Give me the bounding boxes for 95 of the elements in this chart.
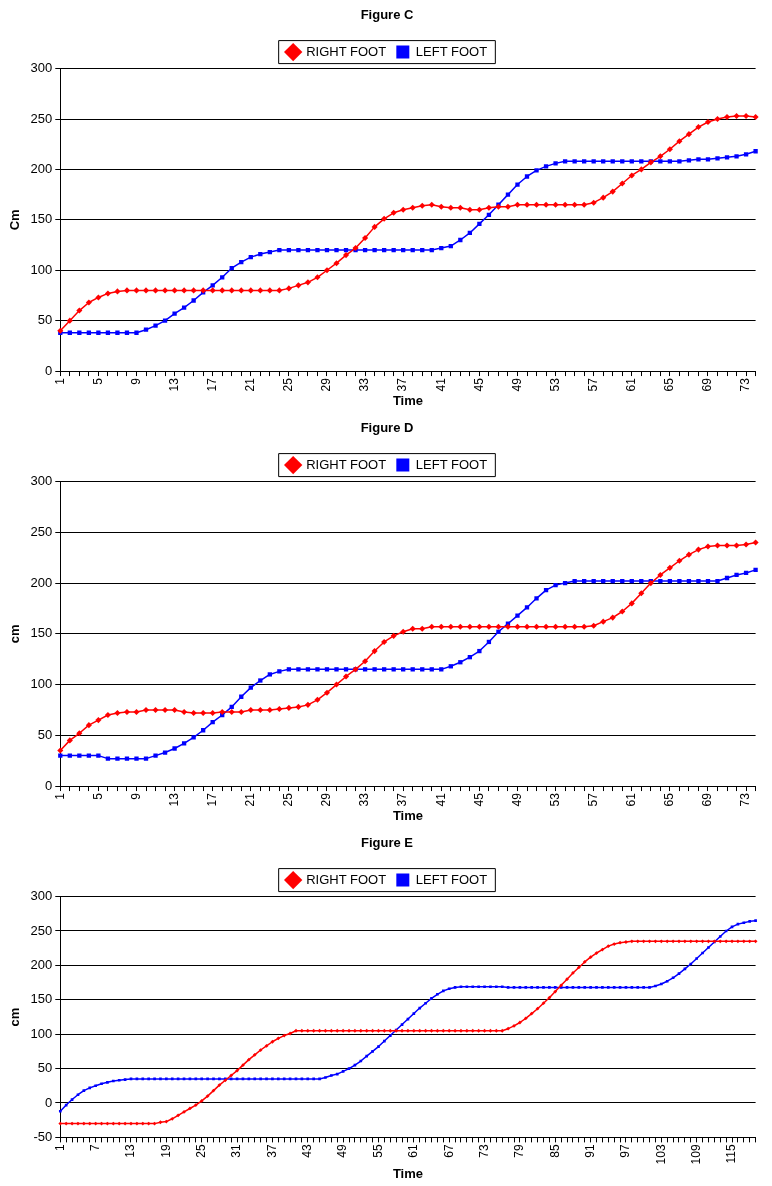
y-tick-label: 250 bbox=[30, 523, 53, 539]
x-tick-label: 1 bbox=[52, 377, 67, 385]
x-tick-label: 65 bbox=[662, 377, 677, 392]
y-axis-title: Cm bbox=[7, 209, 23, 231]
y-tick-label: 150 bbox=[30, 211, 53, 227]
x-tick-label: 1 bbox=[52, 1144, 67, 1152]
y-tick-label: 200 bbox=[30, 574, 53, 590]
x-tick-label: 97 bbox=[618, 1144, 633, 1158]
x-axis-title: Time bbox=[392, 807, 423, 823]
x-tick-label: 103 bbox=[653, 1144, 668, 1165]
x-tick-label: 49 bbox=[509, 792, 524, 807]
y-tick-label: 0 bbox=[45, 362, 53, 378]
x-tick-label: 91 bbox=[582, 1144, 597, 1158]
x-tick-label: 73 bbox=[738, 792, 753, 807]
x-tick-label: 61 bbox=[624, 792, 639, 807]
x-tick-label: 17 bbox=[205, 792, 219, 807]
x-tick-label: 73 bbox=[476, 1144, 491, 1158]
x-tick-label: 25 bbox=[194, 1144, 209, 1158]
x-tick-label: 55 bbox=[370, 1144, 385, 1158]
x-tick-label: 85 bbox=[547, 1144, 562, 1158]
y-tick-label: 300 bbox=[30, 60, 53, 76]
y-tick-label: 150 bbox=[30, 625, 53, 641]
chart-title: Figure D bbox=[360, 420, 414, 436]
y-tick-label: 50 bbox=[37, 1060, 53, 1076]
x-tick-label: 61 bbox=[624, 377, 639, 392]
x-tick-label: 5 bbox=[90, 792, 105, 800]
x-tick-label: 17 bbox=[205, 377, 219, 392]
y-tick-label: 300 bbox=[30, 888, 53, 904]
x-axis-title: Time bbox=[392, 392, 423, 408]
y-tick-label: 200 bbox=[30, 956, 53, 972]
chart-title: Figure E bbox=[360, 835, 414, 851]
x-tick-label: 1 bbox=[52, 792, 67, 800]
x-tick-label: 115 bbox=[724, 1144, 739, 1164]
x-tick-label: 45 bbox=[471, 377, 486, 392]
y-tick-label: 100 bbox=[30, 261, 53, 277]
y-tick-label: 200 bbox=[30, 161, 53, 176]
x-axis-title: Time bbox=[392, 1165, 423, 1181]
y-tick-label: 50 bbox=[37, 726, 53, 742]
y-tick-label: 0 bbox=[45, 1094, 53, 1110]
legend-label: LEFT FOOT bbox=[415, 456, 488, 472]
y-tick-label: 0 bbox=[45, 777, 53, 793]
x-tick-label: 49 bbox=[509, 377, 524, 392]
x-tick-label: 109 bbox=[688, 1144, 703, 1165]
x-tick-label: 37 bbox=[395, 377, 410, 392]
x-tick-label: 13 bbox=[166, 792, 181, 807]
x-tick-label: 61 bbox=[406, 1144, 421, 1158]
x-tick-label: 5 bbox=[90, 377, 105, 385]
x-tick-label: 45 bbox=[471, 792, 486, 807]
y-tick-label: 100 bbox=[30, 676, 53, 692]
x-tick-label: 53 bbox=[547, 377, 562, 392]
legend-label: RIGHT FOOT bbox=[306, 43, 387, 59]
x-tick-label: 57 bbox=[585, 792, 600, 807]
x-tick-label: 69 bbox=[700, 792, 715, 807]
x-tick-label: 7 bbox=[87, 1144, 102, 1152]
x-tick-label: 21 bbox=[243, 792, 258, 807]
legend-label: RIGHT FOOT bbox=[306, 456, 387, 472]
y-tick-label: 50 bbox=[37, 312, 53, 328]
legend-label: LEFT FOOT bbox=[415, 871, 488, 887]
x-tick-label: 31 bbox=[229, 1144, 244, 1158]
y-tick-label: 100 bbox=[30, 1025, 53, 1041]
x-tick-label: 29 bbox=[319, 377, 334, 392]
x-tick-label: 29 bbox=[319, 792, 334, 807]
y-tick-label: 250 bbox=[30, 110, 53, 126]
x-tick-label: 33 bbox=[357, 377, 372, 392]
y-axis-title: cm bbox=[7, 624, 23, 644]
x-tick-label: 13 bbox=[166, 377, 181, 392]
x-tick-label: 33 bbox=[357, 792, 372, 807]
x-tick-label: 69 bbox=[700, 377, 715, 392]
legend-label: RIGHT FOOT bbox=[306, 871, 387, 887]
y-tick-label: 300 bbox=[30, 473, 53, 489]
y-tick-label: 250 bbox=[30, 922, 53, 938]
x-tick-label: 9 bbox=[128, 792, 143, 800]
x-tick-label: 57 bbox=[585, 377, 600, 392]
x-tick-label: 65 bbox=[662, 792, 677, 807]
y-tick-label: 150 bbox=[30, 991, 53, 1007]
x-tick-label: 79 bbox=[512, 1144, 527, 1158]
legend-label: LEFT FOOT bbox=[415, 43, 488, 59]
x-tick-label: 53 bbox=[547, 792, 562, 807]
x-tick-label: 25 bbox=[281, 792, 296, 807]
x-tick-label: 21 bbox=[243, 377, 258, 392]
x-tick-label: 41 bbox=[433, 377, 448, 392]
y-axis-title: cm bbox=[7, 1007, 23, 1027]
x-tick-label: 37 bbox=[395, 792, 410, 807]
x-tick-label: 43 bbox=[300, 1144, 315, 1158]
x-tick-label: 49 bbox=[335, 1144, 350, 1158]
y-tick-label: -50 bbox=[33, 1128, 53, 1144]
x-tick-label: 9 bbox=[128, 377, 143, 385]
x-tick-label: 37 bbox=[264, 1144, 279, 1158]
x-tick-label: 67 bbox=[441, 1144, 456, 1158]
x-tick-label: 13 bbox=[123, 1144, 138, 1158]
x-tick-label: 41 bbox=[433, 792, 448, 807]
x-tick-label: 73 bbox=[738, 377, 753, 392]
x-tick-label: 25 bbox=[281, 377, 296, 392]
x-tick-label: 19 bbox=[158, 1144, 173, 1158]
chart-title: Figure C bbox=[360, 7, 414, 23]
